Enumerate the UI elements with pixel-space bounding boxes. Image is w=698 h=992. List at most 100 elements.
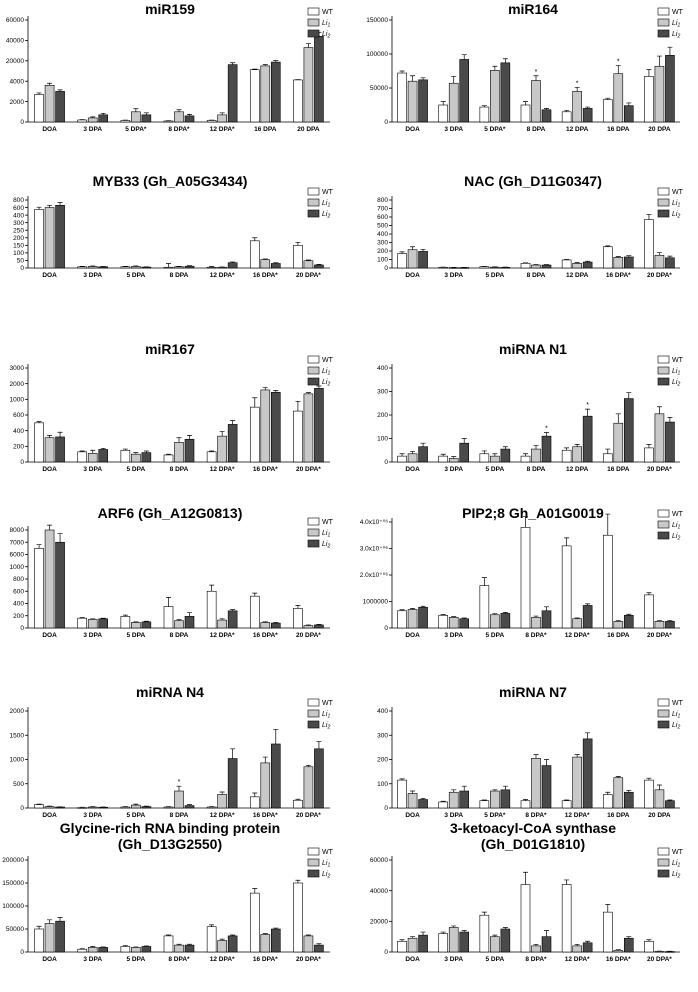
bar-li1 [490,936,500,953]
legend-label-li2: Li2 [672,722,680,731]
chart-panel-12: 3-ketoacyl-CoA synthase(Gh_D01G1810) 0 200… [370,820,684,963]
bar-li2 [184,805,195,809]
legend-subscript: 1 [327,863,330,869]
error-bar [143,620,149,622]
error-bar [492,613,498,615]
error-bar [533,75,539,81]
bar-li2 [98,806,109,809]
bar-li2 [98,266,109,269]
category-label: 3 DPA [444,466,463,473]
bar-wt [644,940,654,953]
category-label: 16 DPA [607,466,630,473]
y-tick-label: 60000 [6,17,24,24]
error-bar [533,754,539,759]
legend-label-li2: Li2 [322,541,330,550]
error-bar [133,108,139,112]
error-bar [502,58,508,63]
bar-li2 [500,448,511,463]
bar-li1 [303,935,314,953]
legend-subscript: 2 [326,544,330,550]
error-bar [564,537,570,546]
y-tick-label: 400 [377,365,388,372]
bar-li1 [174,944,184,953]
error-bar [252,68,258,70]
error-bar [492,65,498,71]
legend-label-wt: WT [672,189,684,196]
bar-li1 [174,620,184,629]
legend-subscript: 1 [677,23,680,29]
error-bar [492,789,498,792]
error-bar [420,797,426,800]
legend-subscript: 2 [326,874,330,880]
error-bar [451,616,457,618]
bar-li2 [623,105,634,123]
error-bar [574,617,580,619]
y-tick-label: 3.0x10⁺⁰⁶ [360,546,389,553]
y-tick-label: 2.0x10⁺⁰⁶ [360,572,389,579]
bar-li1 [87,266,98,269]
legend-label-wt: WT [672,357,684,364]
significance-star: * [586,402,589,409]
category-label: 3 DPA [83,272,102,279]
category-label: DOA [405,126,420,133]
bar-wt [479,914,490,953]
chart-panel-11: Glycine-rich RNA binding protein(Gh_D13G… [2,820,333,963]
error-bar [605,904,611,913]
y-tick-label: 1000 [10,564,25,571]
bar-li1 [303,47,314,123]
bar-wt [120,266,131,269]
bar-li1 [174,442,184,463]
bar-li1 [44,923,55,953]
bar-li1 [131,266,141,269]
bar-wt [602,534,613,629]
y-tick-label: 200 [13,613,24,620]
error-bar [36,544,42,549]
error-bar [273,390,279,393]
error-bar [209,450,215,452]
y-tick-label: 0 [20,459,24,466]
chart-title: PIP2;8 Gh_A01G0019 [462,505,604,521]
error-bar [36,421,42,423]
chart-title: miRNA N1 [499,341,567,357]
error-bar [461,438,467,444]
bar-wt [249,240,260,269]
legend-subscript: 2 [676,874,680,880]
bar-wt [206,590,217,629]
error-bar [420,248,426,252]
bar-li1 [654,413,665,463]
chart-panel-1: miR159 0 2000 4000 20000 40000 60000 DOA 3 DPA 5 … [6,1,334,133]
category-label: 20 DPA* [647,272,672,279]
error-bar [451,789,457,793]
error-bar [544,606,549,611]
significance-star: * [535,69,538,76]
category-label: 12 DPA* [210,632,235,639]
bar-wt [520,263,531,269]
y-tick-label: 600 [13,412,24,419]
bar-li1 [613,777,624,809]
category-label: 12 DPA* [565,956,590,963]
legend-label-li2: Li2 [322,871,330,880]
bar-li1 [260,762,271,809]
error-bar [544,930,549,937]
category-label: 12 DPA [566,126,589,133]
error-bar [646,214,652,220]
error-bar [481,799,487,801]
bar-li2 [227,935,238,953]
bar-li1 [613,422,624,463]
legend-swatch-li2 [657,720,670,729]
error-bar [57,89,63,92]
bar-li1 [572,91,582,123]
legend-subscript: 1 [327,23,330,29]
error-bar [316,264,322,265]
bar-li2 [141,452,152,463]
category-label: 8 DPA [170,466,189,473]
error-bar [605,791,611,795]
bar-wt [77,266,88,269]
bar-li1 [407,80,418,123]
bar-wt [479,266,490,269]
bar-wt [293,79,303,123]
y-tick-label: 40000 [370,888,388,895]
bar-li2 [623,791,634,809]
error-bar [615,776,621,778]
bar-li2 [623,614,634,629]
